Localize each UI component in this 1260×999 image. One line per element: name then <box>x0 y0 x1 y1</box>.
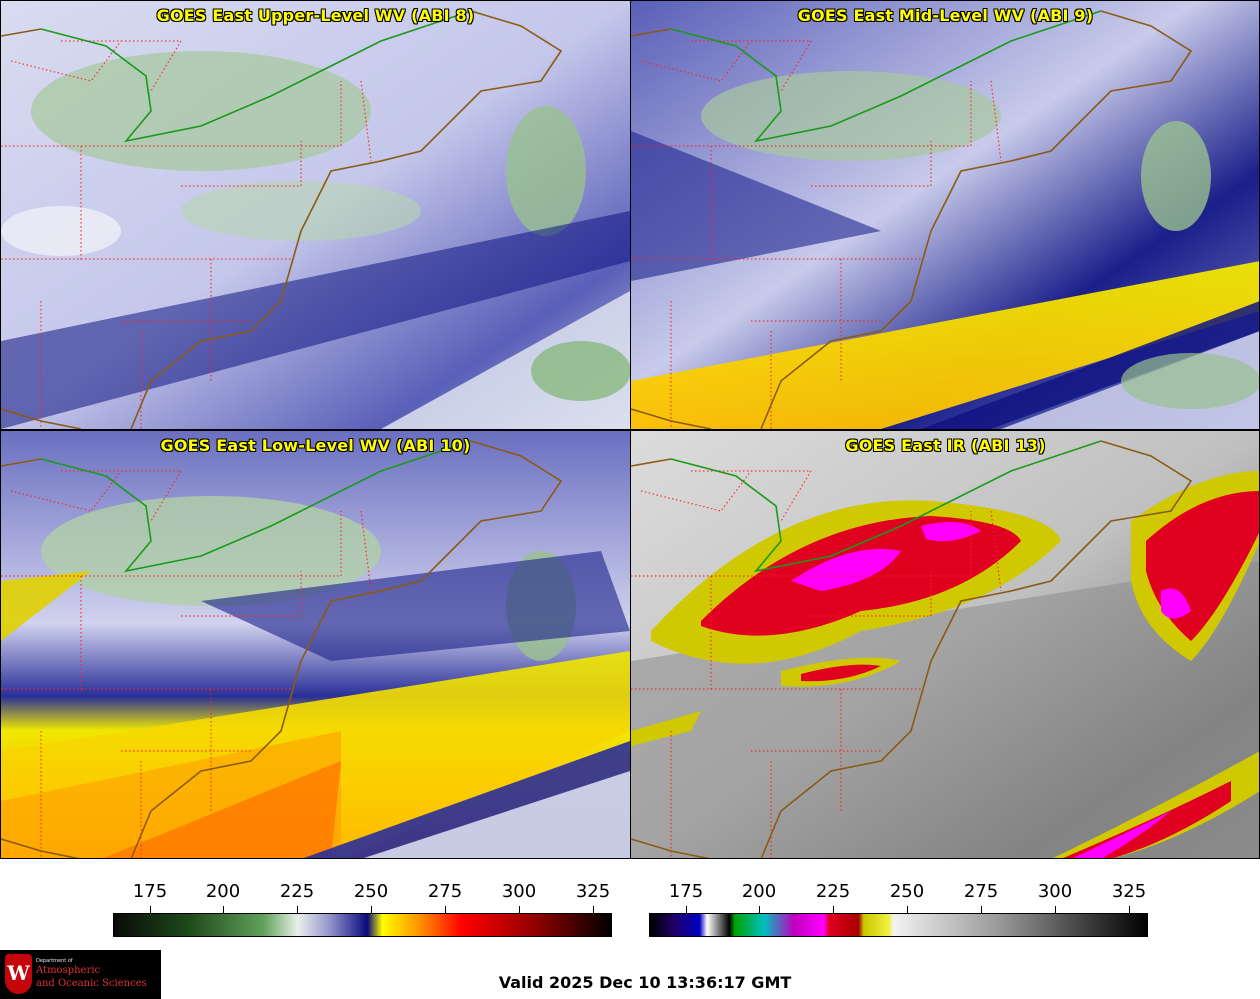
left-border <box>0 0 1 859</box>
infrared-panel: GOES East IR (ABI 13) <box>631 431 1260 859</box>
colorbar-tick-label: 250 <box>889 881 925 902</box>
water-vapor-colorbar <box>113 913 612 937</box>
colorbar-tick <box>686 906 687 913</box>
colorbar-tick-label: 225 <box>815 881 851 902</box>
colorbar-tick <box>519 906 520 913</box>
colorbar-tick-label: 275 <box>427 881 463 902</box>
colorbar-tick <box>1055 906 1056 913</box>
colorbar-tick <box>907 906 908 913</box>
colorbar-tick <box>593 906 594 913</box>
upper-level-wv-image <box>1 1 630 429</box>
infrared-colorbar <box>649 913 1148 937</box>
bottom-border <box>0 858 1260 859</box>
panel-title: GOES East Low-Level WV (ABI 10) <box>160 436 471 455</box>
colorbar-tick-label: 300 <box>1037 881 1073 902</box>
horizontal-divider <box>0 429 1260 431</box>
colorbar-tick-label: 200 <box>741 881 777 902</box>
colorbar-tick <box>833 906 834 913</box>
panel-title: GOES East Upper-Level WV (ABI 8) <box>156 6 475 25</box>
colorbar-tick-label: 200 <box>205 881 241 902</box>
top-border <box>0 0 1260 1</box>
colorbar-tick-label: 325 <box>575 881 611 902</box>
colorbar-tick <box>1129 906 1130 913</box>
upper-level-wv-panel: GOES East Upper-Level WV (ABI 8) <box>1 1 630 429</box>
logo-dept: Department of <box>36 958 73 964</box>
colorbar-tick <box>223 906 224 913</box>
mid-level-wv-image <box>631 1 1260 429</box>
panel-title: GOES East IR (ABI 13) <box>845 436 1046 455</box>
low-level-wv-panel: GOES East Low-Level WV (ABI 10) <box>1 431 630 859</box>
colorbar-tick <box>297 906 298 913</box>
colorbar-tick <box>371 906 372 913</box>
colorbar-tick-label: 175 <box>132 881 168 902</box>
colorbar-tick <box>981 906 982 913</box>
colorbar-tick-label: 275 <box>963 881 999 902</box>
aos-logo: W Department of Atmospheric and Oceanic … <box>0 950 161 999</box>
colorbar-tick-label: 250 <box>353 881 389 902</box>
colorbar-tick <box>150 906 151 913</box>
colorbar-tick-label: 300 <box>501 881 537 902</box>
logo-line-1: Atmospheric <box>36 965 101 976</box>
colorbar-tick-label: 225 <box>279 881 315 902</box>
colorbar-tick <box>759 906 760 913</box>
colorbar-tick <box>445 906 446 913</box>
colorbar-tick-label: 175 <box>668 881 704 902</box>
logo-line-2: and Oceanic Sciences <box>36 978 147 989</box>
infrared-image <box>631 431 1260 859</box>
panel-title: GOES East Mid-Level WV (ABI 9) <box>797 6 1094 25</box>
low-level-wv-image <box>1 431 630 859</box>
colorbar-tick-label: 325 <box>1111 881 1147 902</box>
uw-crest-icon: W <box>5 954 32 994</box>
valid-time: Valid 2025 Dec 10 13:36:17 GMT <box>498 973 792 992</box>
mid-level-wv-panel: GOES East Mid-Level WV (ABI 9) <box>631 1 1260 429</box>
